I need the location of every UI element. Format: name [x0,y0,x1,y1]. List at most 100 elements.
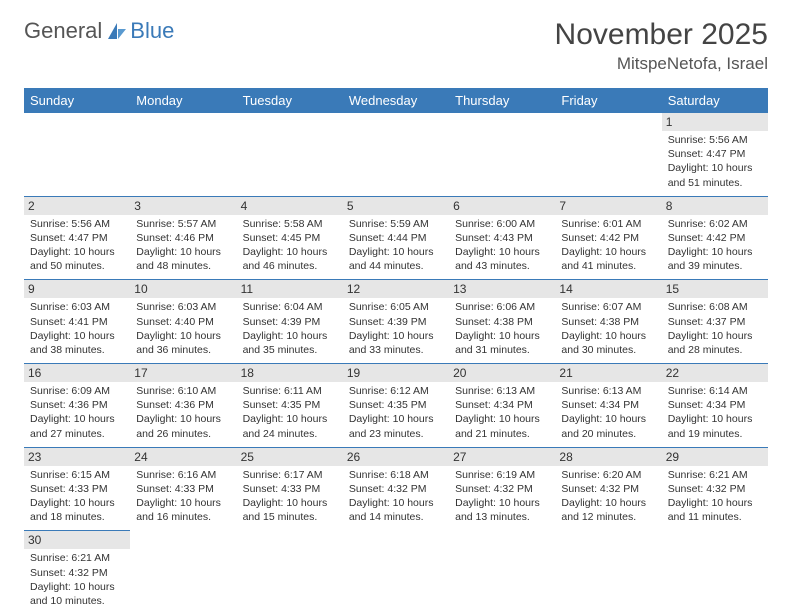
day-details: Sunrise: 6:11 AMSunset: 4:35 PMDaylight:… [243,384,337,441]
day-number: 6 [449,197,555,215]
calendar-cell: 5Sunrise: 5:59 AMSunset: 4:44 PMDaylight… [343,196,449,280]
day-header: Tuesday [237,88,343,113]
day-details: Sunrise: 6:04 AMSunset: 4:39 PMDaylight:… [243,300,337,357]
calendar-cell: 26Sunrise: 6:18 AMSunset: 4:32 PMDayligh… [343,447,449,531]
calendar-cell: 3Sunrise: 5:57 AMSunset: 4:46 PMDaylight… [130,196,236,280]
day-number: 23 [24,448,130,466]
calendar-cell: 1 Sunrise: 5:56 AMSunset: 4:47 PMDaylight… [662,113,768,196]
calendar-cell: 14 Sunrise: 6:07 AMSunset: 4:38 PMDayligh… [555,280,661,364]
calendar-cell [237,531,343,614]
day-details: Sunrise: 6:01 AMSunset: 4:42 PMDaylight:… [561,217,655,274]
day-number: 16 [24,364,130,382]
header: General Blue November 2025 MitspeNetofa,… [24,18,768,74]
day-number: 11 [237,280,343,298]
calendar-cell: 13 Sunrise: 6:06 AMSunset: 4:38 PMDayligh… [449,280,555,364]
day-header: Sunday [24,88,130,113]
calendar-cell: 28 Sunrise: 6:20 AMSunset: 4:32 PMDayligh… [555,447,661,531]
day-header: Friday [555,88,661,113]
calendar-cell: 2 Sunrise: 5:56 AMSunset: 4:47 PMDaylight… [24,196,130,280]
day-number: 21 [555,364,661,382]
day-details: Sunrise: 5:58 AMSunset: 4:45 PMDaylight:… [243,217,337,274]
calendar-cell: 10Sunrise: 6:03 AMSunset: 4:40 PMDayligh… [130,280,236,364]
brand-logo: General Blue [24,18,174,44]
calendar-body: 1 Sunrise: 5:56 AMSunset: 4:47 PMDaylight… [24,113,768,614]
calendar-cell [449,113,555,196]
day-number: 10 [130,280,236,298]
day-header: Thursday [449,88,555,113]
calendar-cell: 29Sunrise: 6:21 AMSunset: 4:32 PMDayligh… [662,447,768,531]
calendar-cell: 12 Sunrise: 6:05 AMSunset: 4:39 PMDayligh… [343,280,449,364]
calendar-header-row: SundayMondayTuesdayWednesdayThursdayFrid… [24,88,768,113]
calendar-cell: 17Sunrise: 6:10 AMSunset: 4:36 PMDayligh… [130,364,236,448]
calendar-cell: 15 Sunrise: 6:08 AMSunset: 4:37 PMDayligh… [662,280,768,364]
day-details: Sunrise: 6:12 AMSunset: 4:35 PMDaylight:… [349,384,443,441]
calendar-cell: 20Sunrise: 6:13 AMSunset: 4:34 PMDayligh… [449,364,555,448]
calendar-cell [343,531,449,614]
day-details: Sunrise: 6:07 AMSunset: 4:38 PMDaylight:… [561,300,655,357]
calendar-cell: 7 Sunrise: 6:01 AMSunset: 4:42 PMDaylight… [555,196,661,280]
day-number: 19 [343,364,449,382]
calendar-row: 2 Sunrise: 5:56 AMSunset: 4:47 PMDaylight… [24,196,768,280]
title-block: November 2025 MitspeNetofa, Israel [555,18,768,74]
day-details: Sunrise: 5:56 AMSunset: 4:47 PMDaylight:… [30,217,124,274]
day-details: Sunrise: 5:57 AMSunset: 4:46 PMDaylight:… [136,217,230,274]
calendar-cell [130,531,236,614]
calendar-row: 16 Sunrise: 6:09 AMSunset: 4:36 PMDayligh… [24,364,768,448]
day-details: Sunrise: 6:18 AMSunset: 4:32 PMDaylight:… [349,468,443,525]
calendar-cell [449,531,555,614]
calendar-cell: 19 Sunrise: 6:12 AMSunset: 4:35 PMDayligh… [343,364,449,448]
day-details: Sunrise: 6:16 AMSunset: 4:33 PMDaylight:… [136,468,230,525]
calendar-cell: 30Sunrise: 6:21 AMSunset: 4:32 PMDayligh… [24,531,130,614]
sail-icon [106,21,128,41]
day-details: Sunrise: 6:20 AMSunset: 4:32 PMDaylight:… [561,468,655,525]
day-details: Sunrise: 6:08 AMSunset: 4:37 PMDaylight:… [668,300,762,357]
day-number: 28 [555,448,661,466]
calendar-cell: 9Sunrise: 6:03 AMSunset: 4:41 PMDaylight… [24,280,130,364]
day-header: Monday [130,88,236,113]
location-label: MitspeNetofa, Israel [555,54,768,74]
day-details: Sunrise: 6:21 AMSunset: 4:32 PMDaylight:… [668,468,762,525]
day-details: Sunrise: 6:09 AMSunset: 4:36 PMDaylight:… [30,384,124,441]
calendar-cell: 6 Sunrise: 6:00 AMSunset: 4:43 PMDaylight… [449,196,555,280]
day-number: 15 [662,280,768,298]
calendar-cell: 25Sunrise: 6:17 AMSunset: 4:33 PMDayligh… [237,447,343,531]
day-header: Saturday [662,88,768,113]
day-number: 13 [449,280,555,298]
day-details: Sunrise: 6:10 AMSunset: 4:36 PMDaylight:… [136,384,230,441]
calendar-row: 23 Sunrise: 6:15 AMSunset: 4:33 PMDayligh… [24,447,768,531]
day-number: 22 [662,364,768,382]
day-details: Sunrise: 6:14 AMSunset: 4:34 PMDaylight:… [668,384,762,441]
calendar-cell [555,531,661,614]
calendar-cell: 24 Sunrise: 6:16 AMSunset: 4:33 PMDayligh… [130,447,236,531]
day-number: 12 [343,280,449,298]
day-number: 2 [24,197,130,215]
day-number: 24 [130,448,236,466]
calendar-cell: 22 Sunrise: 6:14 AMSunset: 4:34 PMDayligh… [662,364,768,448]
brand-name-a: General [24,18,102,44]
day-number: 5 [343,197,449,215]
day-number: 7 [555,197,661,215]
calendar-cell: 23 Sunrise: 6:15 AMSunset: 4:33 PMDayligh… [24,447,130,531]
calendar-cell [662,531,768,614]
day-details: Sunrise: 6:19 AMSunset: 4:32 PMDaylight:… [455,468,549,525]
calendar-table: SundayMondayTuesdayWednesdayThursdayFrid… [24,88,768,614]
calendar-cell [343,113,449,196]
day-details: Sunrise: 6:15 AMSunset: 4:33 PMDaylight:… [30,468,124,525]
day-number: 14 [555,280,661,298]
day-details: Sunrise: 6:00 AMSunset: 4:43 PMDaylight:… [455,217,549,274]
day-number: 1 [662,113,768,131]
brand-name-b: Blue [130,18,174,44]
calendar-cell [237,113,343,196]
calendar-cell [130,113,236,196]
day-details: Sunrise: 6:06 AMSunset: 4:38 PMDaylight:… [455,300,549,357]
day-details: Sunrise: 6:03 AMSunset: 4:41 PMDaylight:… [30,300,124,357]
calendar-cell: 27Sunrise: 6:19 AMSunset: 4:32 PMDayligh… [449,447,555,531]
calendar-row: 9Sunrise: 6:03 AMSunset: 4:41 PMDaylight… [24,280,768,364]
day-number: 18 [237,364,343,382]
calendar-cell: 8Sunrise: 6:02 AMSunset: 4:42 PMDaylight… [662,196,768,280]
calendar-row: 1 Sunrise: 5:56 AMSunset: 4:47 PMDaylight… [24,113,768,196]
day-details: Sunrise: 5:56 AMSunset: 4:47 PMDaylight:… [668,133,762,190]
calendar-cell: 18 Sunrise: 6:11 AMSunset: 4:35 PMDayligh… [237,364,343,448]
calendar-cell: 4Sunrise: 5:58 AMSunset: 4:45 PMDaylight… [237,196,343,280]
day-details: Sunrise: 6:05 AMSunset: 4:39 PMDaylight:… [349,300,443,357]
